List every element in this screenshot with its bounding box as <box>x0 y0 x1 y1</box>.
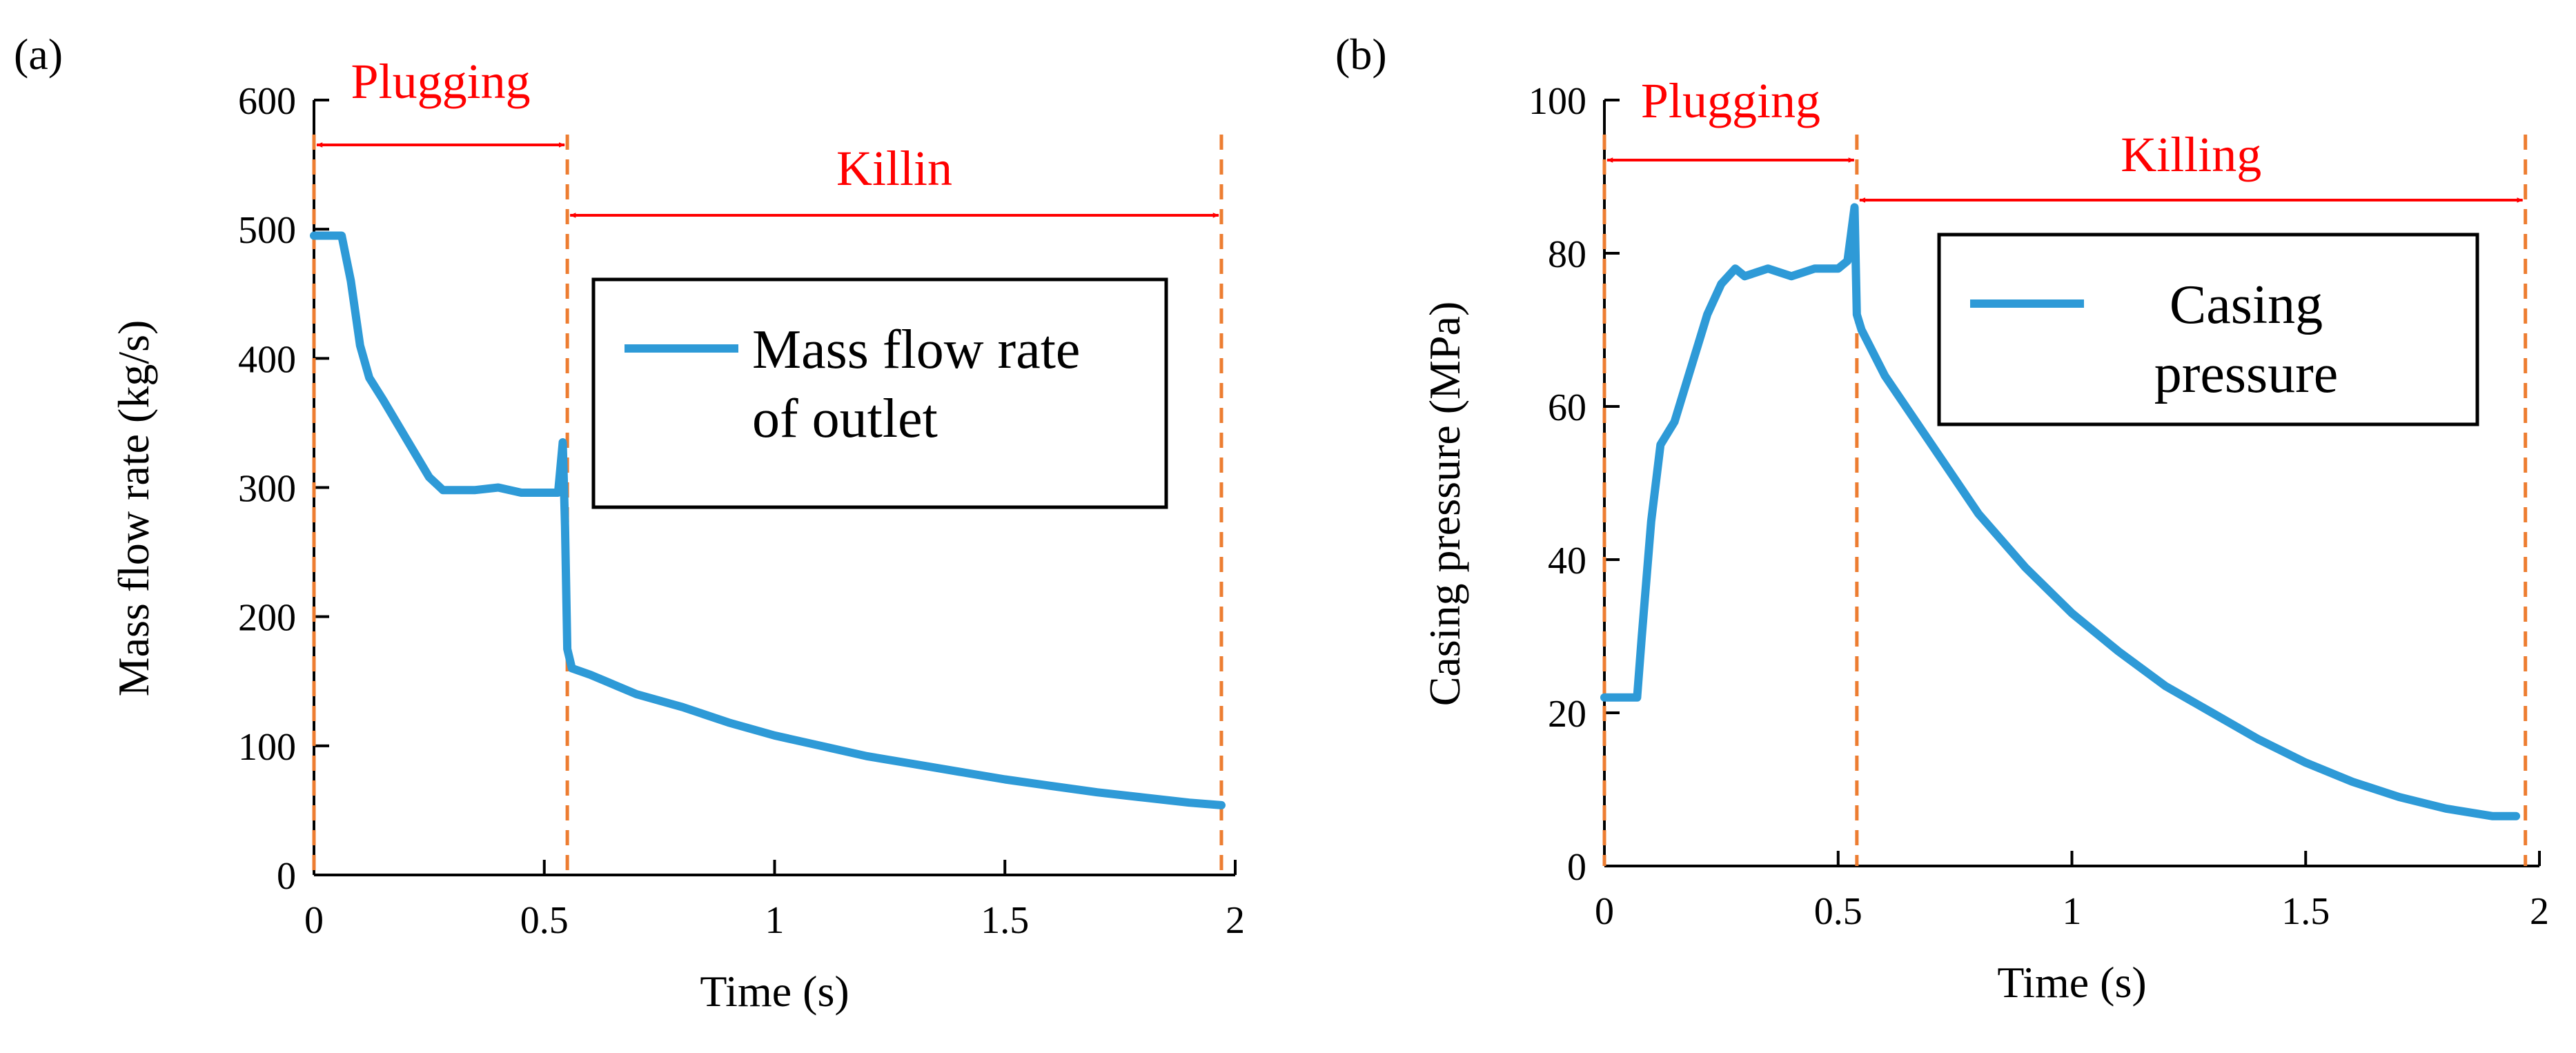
y-tick-label: 0 <box>1567 846 1586 889</box>
y-tick-label: 400 <box>238 338 296 381</box>
legend-label-line-2: of outlet <box>752 388 938 449</box>
panel-a: (a) 0 100 200 300 400 500 600 0 0.5 1 1.5 2 Time (s) M… <box>14 30 1245 1016</box>
x-tick-label: 1.5 <box>981 899 1029 942</box>
y-tick-label: 20 <box>1548 693 1586 736</box>
y-tick-label: 60 <box>1548 386 1586 429</box>
x-tick-label: 0.5 <box>1814 890 1862 933</box>
y-tick-label: 100 <box>238 726 296 769</box>
plugging-label: Plugging <box>351 54 531 109</box>
y-tick-label: 0 <box>277 855 296 898</box>
series-line-0 <box>1600 203 2521 820</box>
y-tick-label: 600 <box>238 80 296 123</box>
x-axis-title: Time (s) <box>1997 958 2146 1007</box>
x-tick-label: 0 <box>304 899 324 942</box>
legend-label-line-1: Casing <box>2170 275 2323 335</box>
x-axis-title: Time (s) <box>700 967 849 1016</box>
x-tick-label: 2 <box>1226 899 1245 942</box>
panel-label: (a) <box>14 30 63 79</box>
series-line-0 <box>310 231 1226 809</box>
panel-b: (b) 0 20 40 60 80 100 0 0.5 1 1.5 2 Time (s) Casing p… <box>1335 30 2549 1007</box>
y-tick-label: 40 <box>1548 540 1586 582</box>
legend-box <box>1937 233 2479 426</box>
killing-label: Killin <box>836 141 952 196</box>
panel-label: (b) <box>1335 30 1387 79</box>
x-tick-label: 2 <box>2530 890 2549 933</box>
x-tick-label: 1 <box>765 899 785 942</box>
x-tick-label: 0 <box>1595 890 1614 933</box>
y-axis-title: Casing pressure (MPa) <box>1420 302 1469 707</box>
y-tick-label: 300 <box>238 468 296 511</box>
y-tick-label: 200 <box>238 597 296 640</box>
y-tick-label: 80 <box>1548 233 1586 276</box>
legend-box <box>591 277 1168 509</box>
legend-label-line-2: pressure <box>2154 344 2339 404</box>
killing-label: Killing <box>2121 127 2261 182</box>
y-tick-label: 100 <box>1528 80 1586 123</box>
plugging-label: Plugging <box>1641 73 1820 128</box>
legend-label-line-1: Mass flow rate <box>752 319 1080 380</box>
x-tick-label: 0.5 <box>520 899 569 942</box>
x-tick-label: 1 <box>2063 890 2082 933</box>
x-tick-label: 1.5 <box>2281 890 2330 933</box>
y-axis-title: Mass flow rate (kg/s) <box>109 320 158 697</box>
y-tick-label: 500 <box>238 209 296 252</box>
